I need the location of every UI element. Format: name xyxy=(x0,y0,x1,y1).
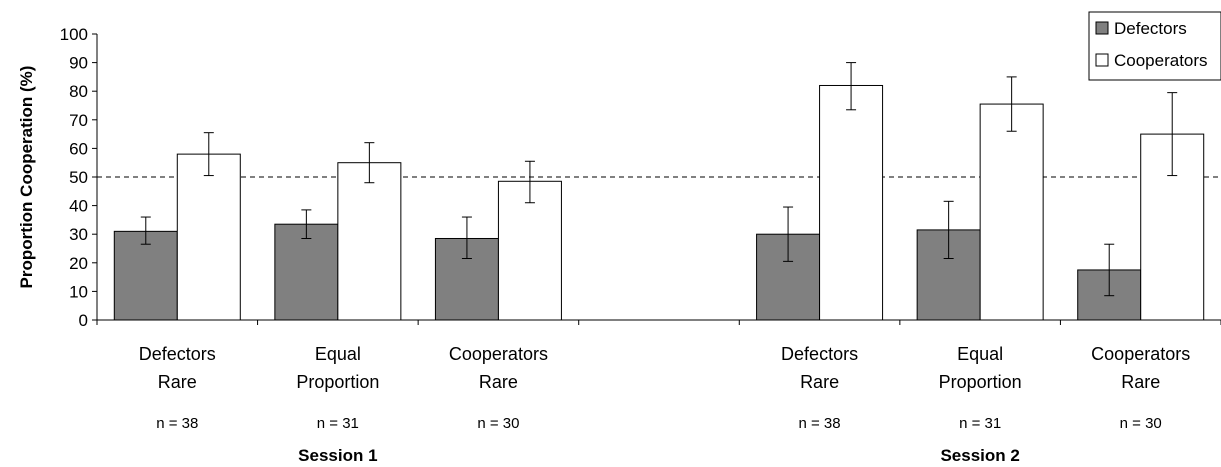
y-tick-label: 20 xyxy=(69,254,88,273)
bar-cooperators xyxy=(176,153,241,321)
category-label-line2: Rare xyxy=(479,372,518,392)
sample-size-label: n = 31 xyxy=(959,415,1001,432)
category-label-line1: Defectors xyxy=(781,344,858,364)
y-tick-label: 60 xyxy=(69,139,88,158)
sample-size-label: n = 30 xyxy=(1120,415,1162,432)
legend-label-defectors: Defectors xyxy=(1114,19,1187,38)
y-tick-label: 0 xyxy=(79,311,88,330)
category-label-line1: Equal xyxy=(315,344,361,364)
category-label-line2: Proportion xyxy=(296,372,379,392)
y-tick-label: 100 xyxy=(60,25,88,44)
legend-swatch-defectors xyxy=(1095,21,1109,35)
y-tick-label: 80 xyxy=(69,82,88,101)
y-tick-label: 50 xyxy=(69,168,88,187)
category-label-line2: Rare xyxy=(800,372,839,392)
session-label: Session 2 xyxy=(940,446,1019,465)
sample-size-label: n = 38 xyxy=(799,415,841,432)
legend: Defectors Cooperators xyxy=(1088,11,1221,81)
y-axis-label: Proportion Cooperation (%) xyxy=(17,66,36,289)
category-labels: Defectors Rare n = 38 Equal Proportion n = 31… xyxy=(139,344,1190,465)
category-label-line2: Proportion xyxy=(939,372,1022,392)
x-axis xyxy=(96,319,1221,325)
y-axis: 0 10 20 30 40 50 60 70 80 90 100 xyxy=(60,25,98,330)
y-tick-label: 30 xyxy=(69,225,88,244)
bar-cooperators xyxy=(979,103,1044,321)
bar-defectors xyxy=(274,223,339,321)
category-label-line1: Cooperators xyxy=(1091,344,1190,364)
y-tick-label: 40 xyxy=(69,197,88,216)
bars xyxy=(113,62,1205,321)
bar-cooperators xyxy=(337,162,402,321)
legend-label-cooperators: Cooperators xyxy=(1114,51,1208,70)
legend-box xyxy=(1088,11,1221,81)
bar-defectors xyxy=(113,230,178,321)
session-label: Session 1 xyxy=(298,446,377,465)
category-label-line1: Equal xyxy=(957,344,1003,364)
category-label-line1: Defectors xyxy=(139,344,216,364)
sample-size-label: n = 38 xyxy=(156,415,198,432)
y-tick-label: 10 xyxy=(69,282,88,301)
y-tick-label: 70 xyxy=(69,111,88,130)
y-tick-label: 90 xyxy=(69,54,88,73)
category-label-line2: Rare xyxy=(1121,372,1160,392)
sample-size-label: n = 31 xyxy=(317,415,359,432)
legend-swatch-cooperators xyxy=(1095,53,1109,67)
category-label-line2: Rare xyxy=(158,372,197,392)
category-label-line1: Cooperators xyxy=(449,344,548,364)
sample-size-label: n = 30 xyxy=(477,415,519,432)
bar-cooperators xyxy=(819,84,884,321)
